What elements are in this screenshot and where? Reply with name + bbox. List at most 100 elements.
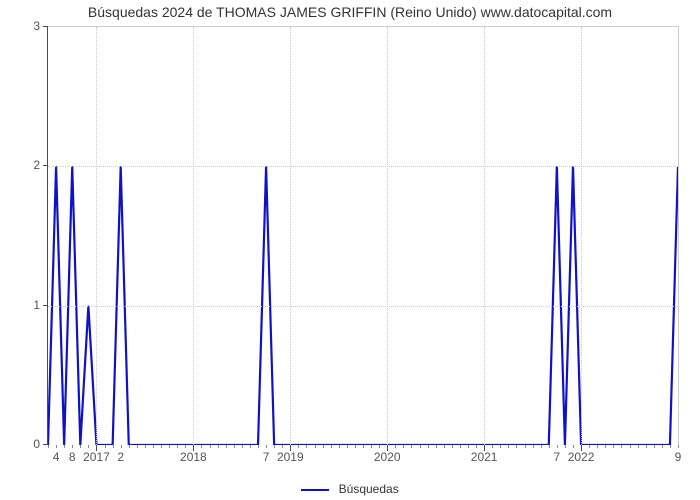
y-tick: [43, 305, 48, 306]
x-minor-tick: [492, 445, 493, 448]
x-minor-tick: [363, 445, 364, 448]
x-minor-tick: [347, 445, 348, 448]
line-series: [48, 27, 678, 445]
x-minor-tick: [597, 445, 598, 448]
x-minor-tick: [315, 445, 316, 448]
x-minor-tick: [121, 445, 122, 448]
x-minor-tick: [339, 445, 340, 448]
gridline-v: [484, 27, 485, 445]
legend-label: Búsquedas: [339, 482, 399, 496]
x-minor-tick: [355, 445, 356, 448]
x-minor-tick: [549, 445, 550, 448]
x-minor-tick: [137, 445, 138, 448]
x-minor-tick: [452, 445, 453, 448]
y-tick: [43, 165, 48, 166]
x-minor-tick: [371, 445, 372, 448]
x-minor-tick: [589, 445, 590, 448]
x-minor-tick: [436, 445, 437, 448]
y-tick-label: 1: [10, 298, 40, 312]
x-minor-tick: [129, 445, 130, 448]
x-minor-tick: [210, 445, 211, 448]
x-minor-tick: [331, 445, 332, 448]
x-minor-tick: [153, 445, 154, 448]
x-minor-tick: [420, 445, 421, 448]
x-minor-tick: [428, 445, 429, 448]
legend: Búsquedas: [0, 482, 700, 496]
x-minor-tick: [557, 445, 558, 448]
x-minor-tick: [646, 445, 647, 448]
x-minor-tick: [234, 445, 235, 448]
y-tick-label: 2: [10, 158, 40, 172]
x-minor-tick: [48, 445, 49, 448]
x-minor-tick: [444, 445, 445, 448]
x-minor-tick: [411, 445, 412, 448]
x-minor-tick: [298, 445, 299, 448]
x-minor-tick: [662, 445, 663, 448]
gridline-v: [581, 27, 582, 445]
x-year-label: 2021: [471, 450, 498, 464]
x-minor-tick: [613, 445, 614, 448]
x-minor-tick: [323, 445, 324, 448]
x-minor-tick: [282, 445, 283, 448]
y-tick-label: 3: [10, 19, 40, 33]
data-point-label: 8: [69, 450, 76, 464]
x-minor-tick: [460, 445, 461, 448]
data-point-label: 4: [53, 450, 60, 464]
x-minor-tick: [573, 445, 574, 448]
x-minor-tick: [226, 445, 227, 448]
x-minor-tick: [266, 445, 267, 448]
x-minor-tick: [541, 445, 542, 448]
x-minor-tick: [621, 445, 622, 448]
x-minor-tick: [654, 445, 655, 448]
data-point-label: 9: [675, 450, 682, 464]
x-minor-tick: [533, 445, 534, 448]
x-minor-tick: [250, 445, 251, 448]
x-year-label: 2018: [180, 450, 207, 464]
x-minor-tick: [678, 445, 679, 448]
x-minor-tick: [113, 445, 114, 448]
chart-title: Búsquedas 2024 de THOMAS JAMES GRIFFIN (…: [0, 4, 700, 20]
x-minor-tick: [242, 445, 243, 448]
x-minor-tick: [218, 445, 219, 448]
data-point-label: 2: [117, 450, 124, 464]
x-minor-tick: [638, 445, 639, 448]
x-minor-tick: [605, 445, 606, 448]
x-minor-tick: [468, 445, 469, 448]
y-tick: [43, 26, 48, 27]
x-minor-tick: [274, 445, 275, 448]
x-minor-tick: [565, 445, 566, 448]
x-year-label: 2022: [568, 450, 595, 464]
x-minor-tick: [258, 445, 259, 448]
legend-line-icon: [301, 489, 329, 491]
y-tick-label: 0: [10, 437, 40, 451]
x-year-label: 2020: [374, 450, 401, 464]
gridline-v: [96, 27, 97, 445]
x-minor-tick: [177, 445, 178, 448]
x-minor-tick: [395, 445, 396, 448]
x-minor-tick: [525, 445, 526, 448]
x-minor-tick: [516, 445, 517, 448]
gridline-v: [387, 27, 388, 445]
x-minor-tick: [56, 445, 57, 448]
x-minor-tick: [80, 445, 81, 448]
data-point-label: 7: [263, 450, 270, 464]
x-minor-tick: [670, 445, 671, 448]
x-minor-tick: [161, 445, 162, 448]
x-minor-tick: [72, 445, 73, 448]
x-year-label: 2017: [83, 450, 110, 464]
x-minor-tick: [403, 445, 404, 448]
x-minor-tick: [105, 445, 106, 448]
x-minor-tick: [169, 445, 170, 448]
x-minor-tick: [145, 445, 146, 448]
x-minor-tick: [630, 445, 631, 448]
gridline-v: [193, 27, 194, 445]
x-minor-tick: [64, 445, 65, 448]
gridline-h: [48, 166, 678, 167]
x-minor-tick: [306, 445, 307, 448]
x-minor-tick: [185, 445, 186, 448]
x-year-label: 2019: [277, 450, 304, 464]
gridline-v: [290, 27, 291, 445]
x-minor-tick: [88, 445, 89, 448]
data-point-label: 7: [554, 450, 561, 464]
gridline-h: [48, 306, 678, 307]
